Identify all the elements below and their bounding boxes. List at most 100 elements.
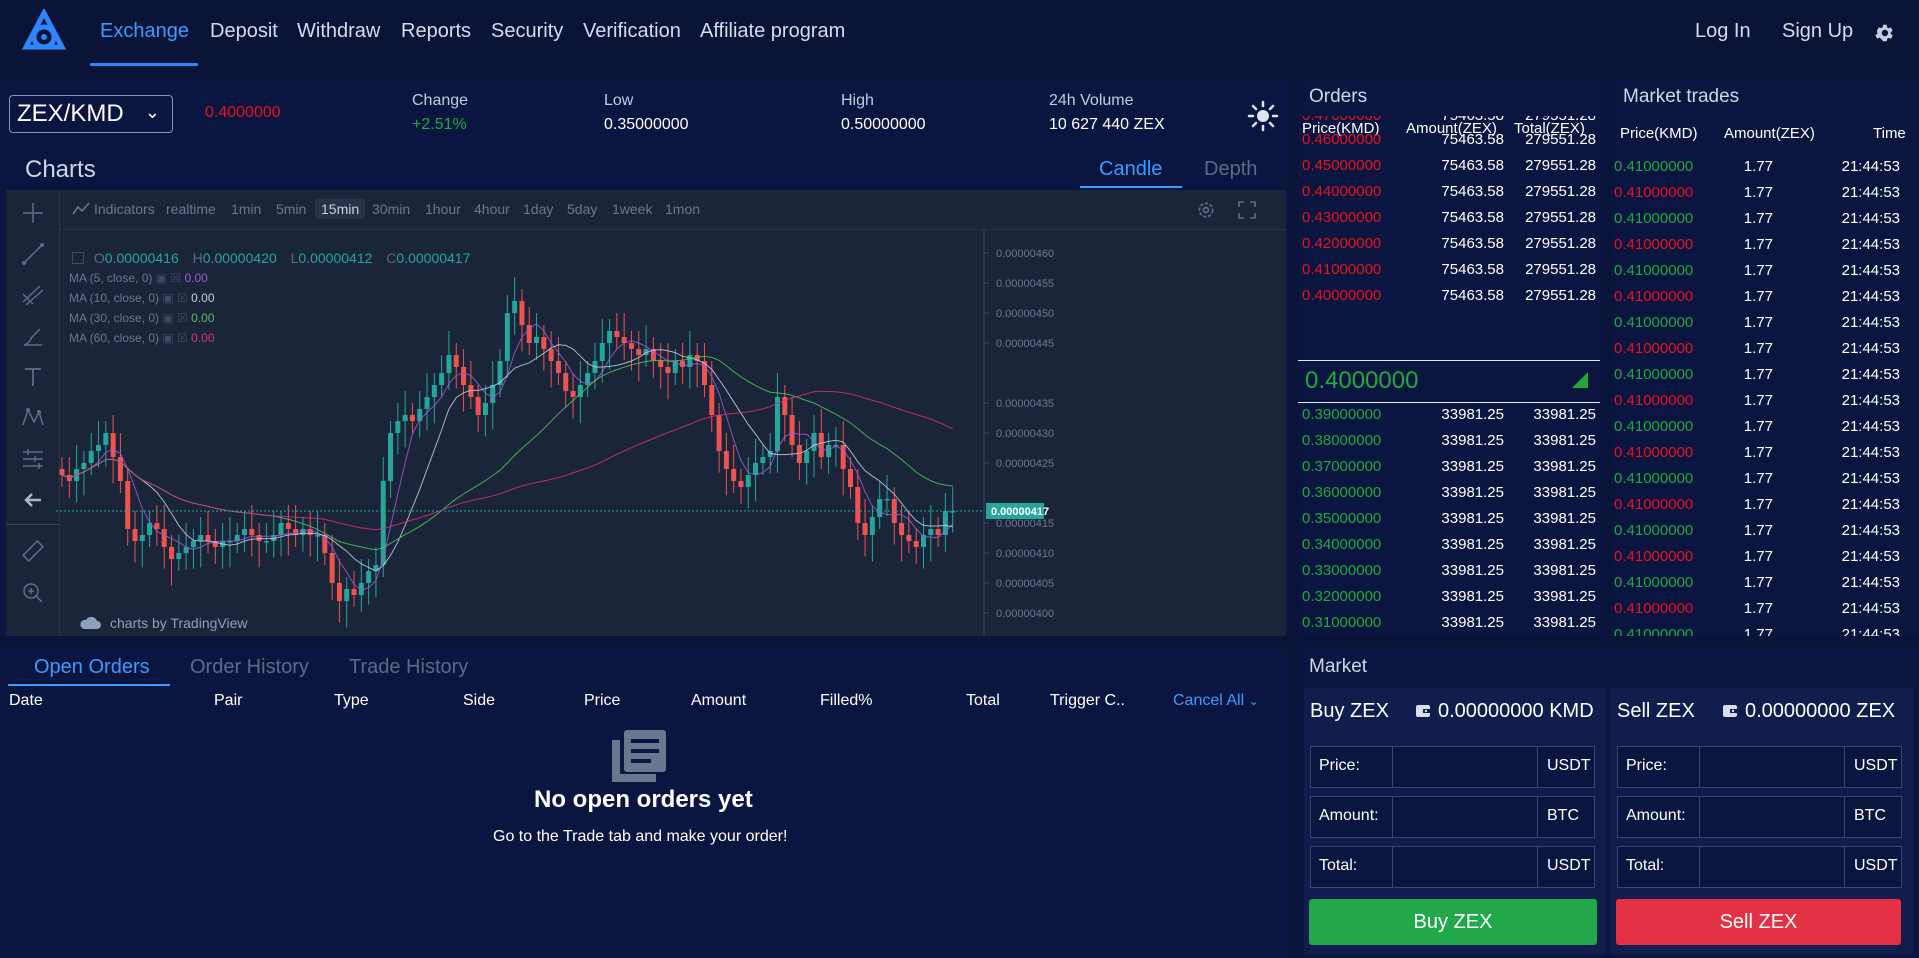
trade-row[interactable]: 0.41000000 1.77 21:44:53 — [1610, 414, 1914, 440]
sell-price-field[interactable]: Price: USDT — [1617, 746, 1902, 788]
bid-row[interactable]: 0.36000000 33981.25 33981.25 — [1298, 480, 1602, 506]
ask-row[interactable]: 0.47000000 75463.58 279551.28 — [1298, 116, 1602, 130]
crosshair-icon[interactable] — [20, 200, 46, 226]
ask-row[interactable]: 0.42000000 75463.58 279551.28 — [1298, 231, 1602, 257]
timeframe-5min[interactable]: 5min — [276, 201, 307, 217]
trade-row[interactable]: 0.41000000 1.77 21:44:53 — [1610, 206, 1914, 232]
sell-amount-field[interactable]: Amount: BTC — [1617, 796, 1902, 838]
buy-amount-field[interactable]: Amount: BTC — [1310, 796, 1595, 838]
bid-row[interactable]: 0.38000000 33981.25 33981.25 — [1298, 428, 1602, 454]
bid-row[interactable]: 0.32000000 33981.25 33981.25 — [1298, 584, 1602, 610]
buy-price-input[interactable] — [1395, 749, 1535, 785]
trade-row[interactable]: 0.41000000 1.77 21:44:53 — [1610, 440, 1914, 466]
bid-row[interactable]: 0.33000000 33981.25 33981.25 — [1298, 558, 1602, 584]
tab-depth[interactable]: Depth — [1204, 158, 1258, 180]
chart-settings-gear-icon[interactable] — [1196, 200, 1216, 220]
trade-row[interactable]: 0.41000000 1.77 21:44:53 — [1610, 284, 1914, 310]
tradingview-chart[interactable]: Indicators realtime 1min 5min 15min 30mi… — [6, 190, 1286, 636]
sell-total-input[interactable] — [1702, 849, 1842, 885]
timeframe-30min[interactable]: 30min — [372, 201, 411, 217]
order-book-panel: Orders Price(KMD) Amount(ZEX) Total(ZEX)… — [1298, 80, 1602, 636]
trade-row[interactable]: 0.41000000 1.77 21:44:53 — [1610, 622, 1914, 636]
trade-row[interactable]: 0.41000000 1.77 21:44:53 — [1610, 232, 1914, 258]
brush-icon[interactable] — [20, 323, 46, 349]
fib-tool-icon[interactable] — [20, 282, 46, 308]
bid-row[interactable]: 0.37000000 33981.25 33981.25 — [1298, 454, 1602, 480]
trade-row[interactable]: 0.41000000 1.77 21:44:53 — [1610, 154, 1914, 180]
ask-row[interactable]: 0.45000000 75463.58 279551.28 — [1298, 153, 1602, 179]
buy-button[interactable]: Buy ZEX — [1309, 899, 1597, 945]
sell-total-field[interactable]: Total: USDT — [1617, 846, 1902, 888]
nav-reports[interactable]: Reports — [401, 20, 472, 42]
timeframe-1week[interactable]: 1week — [612, 201, 653, 217]
tradingview-credit[interactable]: charts by TradingView — [110, 615, 248, 631]
timeframe-5day[interactable]: 5day — [567, 201, 598, 217]
sell-button[interactable]: Sell ZEX — [1616, 899, 1901, 945]
pattern-tool-icon[interactable] — [20, 405, 46, 431]
ask-price: 0.45000000 — [1302, 157, 1382, 174]
bid-row[interactable]: 0.35000000 33981.25 33981.25 — [1298, 506, 1602, 532]
trade-row[interactable]: 0.41000000 1.77 21:44:53 — [1610, 310, 1914, 336]
nav-withdraw[interactable]: Withdraw — [297, 20, 381, 42]
buy-total-field[interactable]: Total: USDT — [1310, 846, 1595, 888]
trade-row[interactable]: 0.41000000 1.77 21:44:53 — [1610, 596, 1914, 622]
pair-selector[interactable]: ZEX/KMD ⌄ — [9, 95, 173, 133]
trade-row[interactable]: 0.41000000 1.77 21:44:53 — [1610, 362, 1914, 388]
ask-row[interactable]: 0.46000000 75463.58 279551.28 — [1298, 127, 1602, 153]
signup-link[interactable]: Sign Up — [1782, 20, 1854, 42]
ask-row[interactable]: 0.43000000 75463.58 279551.28 — [1298, 205, 1602, 231]
exchange-logo-icon[interactable] — [18, 9, 70, 57]
fullscreen-icon[interactable] — [1237, 200, 1257, 220]
indicators-button[interactable]: Indicators — [94, 201, 155, 217]
sell-amount-input[interactable] — [1702, 799, 1842, 835]
gear-icon[interactable] — [1873, 22, 1895, 44]
candlestick-chart[interactable]: 0.00000460 0.00000455 0.00000450 0.00000445… — [6, 190, 1286, 636]
trade-row[interactable]: 0.41000000 1.77 21:44:53 — [1610, 518, 1914, 544]
candle-down — [293, 529, 299, 535]
trade-row[interactable]: 0.41000000 1.77 21:44:53 — [1610, 258, 1914, 284]
tab-candle[interactable]: Candle — [1099, 158, 1163, 180]
nav-deposit[interactable]: Deposit — [210, 20, 278, 42]
trade-row[interactable]: 0.41000000 1.77 21:44:53 — [1610, 388, 1914, 414]
bid-row[interactable]: 0.34000000 33981.25 33981.25 — [1298, 532, 1602, 558]
tab-order-history[interactable]: Order History — [190, 656, 309, 678]
timeframe-realtime[interactable]: realtime — [166, 201, 216, 217]
trend-line-icon[interactable] — [20, 241, 46, 267]
trade-row[interactable]: 0.41000000 1.77 21:44:53 — [1610, 336, 1914, 362]
ask-row[interactable]: 0.40000000 75463.58 279551.28 — [1298, 283, 1602, 309]
timeframe-1hour[interactable]: 1hour — [425, 201, 461, 217]
ask-row[interactable]: 0.41000000 75463.58 279551.28 — [1298, 257, 1602, 283]
trade-row[interactable]: 0.41000000 1.77 21:44:53 — [1610, 466, 1914, 492]
timeframe-1day[interactable]: 1day — [523, 201, 554, 217]
theme-toggle-sun-icon[interactable] — [1247, 100, 1279, 132]
legend-toggle-icon[interactable] — [72, 252, 84, 264]
login-link[interactable]: Log In — [1695, 20, 1751, 42]
timeframe-1mon[interactable]: 1mon — [665, 201, 701, 217]
prediction-tool-icon[interactable] — [20, 446, 46, 472]
timeframe-4hour[interactable]: 4hour — [474, 201, 510, 217]
bid-row[interactable]: 0.39000000 33981.25 33981.25 — [1298, 402, 1602, 428]
ruler-icon[interactable] — [20, 538, 46, 564]
trade-row[interactable]: 0.41000000 1.77 21:44:53 — [1610, 492, 1914, 518]
trade-row[interactable]: 0.41000000 1.77 21:44:53 — [1610, 180, 1914, 206]
bid-row[interactable]: 0.31000000 33981.25 33981.25 — [1298, 610, 1602, 636]
buy-price-field[interactable]: Price: USDT — [1310, 746, 1595, 788]
cancel-all-button[interactable]: Cancel All ⌄ — [1173, 692, 1259, 710]
timeframe-15min[interactable]: 15min — [315, 199, 366, 219]
sell-price-input[interactable] — [1702, 749, 1842, 785]
buy-total-input[interactable] — [1395, 849, 1535, 885]
tab-open-orders[interactable]: Open Orders — [34, 656, 150, 678]
timeframe-1min[interactable]: 1min — [231, 201, 262, 217]
zoom-in-icon[interactable] — [20, 580, 46, 606]
tab-trade-history[interactable]: Trade History — [349, 656, 469, 678]
buy-amount-input[interactable] — [1395, 799, 1535, 835]
text-tool-icon[interactable] — [20, 364, 46, 390]
nav-affiliate-program[interactable]: Affiliate program — [700, 20, 846, 42]
arrow-left-icon[interactable] — [20, 487, 46, 513]
ask-row[interactable]: 0.44000000 75463.58 279551.28 — [1298, 179, 1602, 205]
nav-verification[interactable]: Verification — [583, 20, 681, 42]
nav-exchange[interactable]: Exchange — [100, 20, 189, 42]
nav-security[interactable]: Security — [491, 20, 564, 42]
trade-row[interactable]: 0.41000000 1.77 21:44:53 — [1610, 570, 1914, 596]
trade-row[interactable]: 0.41000000 1.77 21:44:53 — [1610, 544, 1914, 570]
